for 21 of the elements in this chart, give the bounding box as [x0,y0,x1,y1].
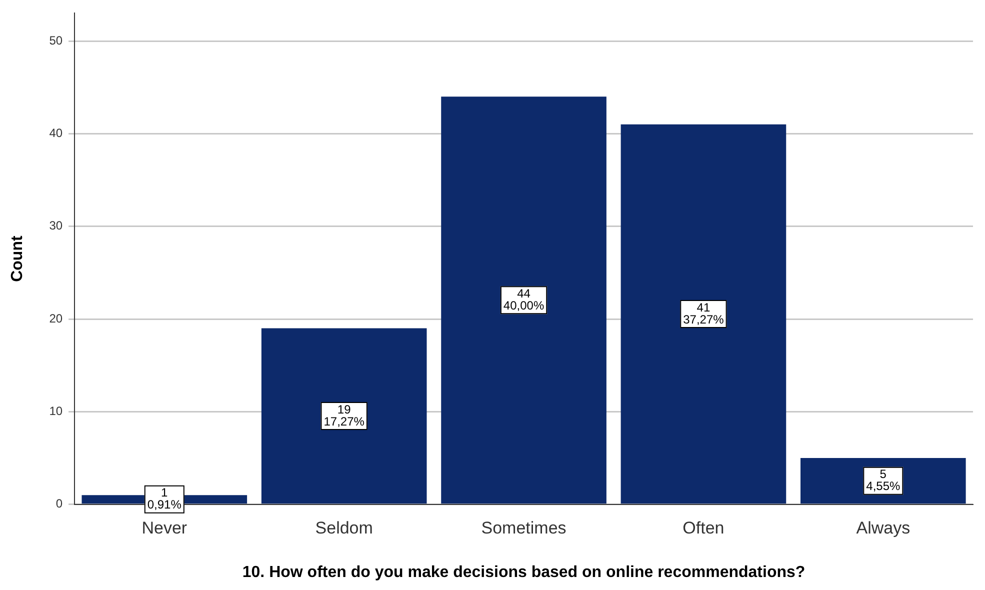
x-tick-label: Seldom [315,518,373,538]
data-label: 44 40,00% [503,286,544,312]
y-tick-label: 0 [56,496,63,511]
x-tick-label: Often [682,518,724,538]
data-label: 5 4,55% [866,467,900,494]
y-tick-label: 50 [49,33,63,48]
y-tick-label: 40 [49,126,63,140]
y-tick-label: 10 [49,404,63,418]
data-label: 1 0,91% [147,486,182,512]
y-tick-label: 20 [49,311,63,326]
data-label: 41 37,27% [683,300,724,326]
x-tick-label: Never [142,518,188,538]
x-tick-label: Always [856,518,910,538]
x-tick-label: Sometimes [481,518,566,538]
y-axis-title: Count [9,235,26,282]
bar [620,124,786,504]
y-tick-label: 30 [49,218,63,233]
bar [261,328,427,504]
x-axis-title: 10. How often do you make decisions based on online recommendations? [242,564,806,581]
bar [441,96,606,504]
data-label: 19 17,27% [324,402,365,428]
